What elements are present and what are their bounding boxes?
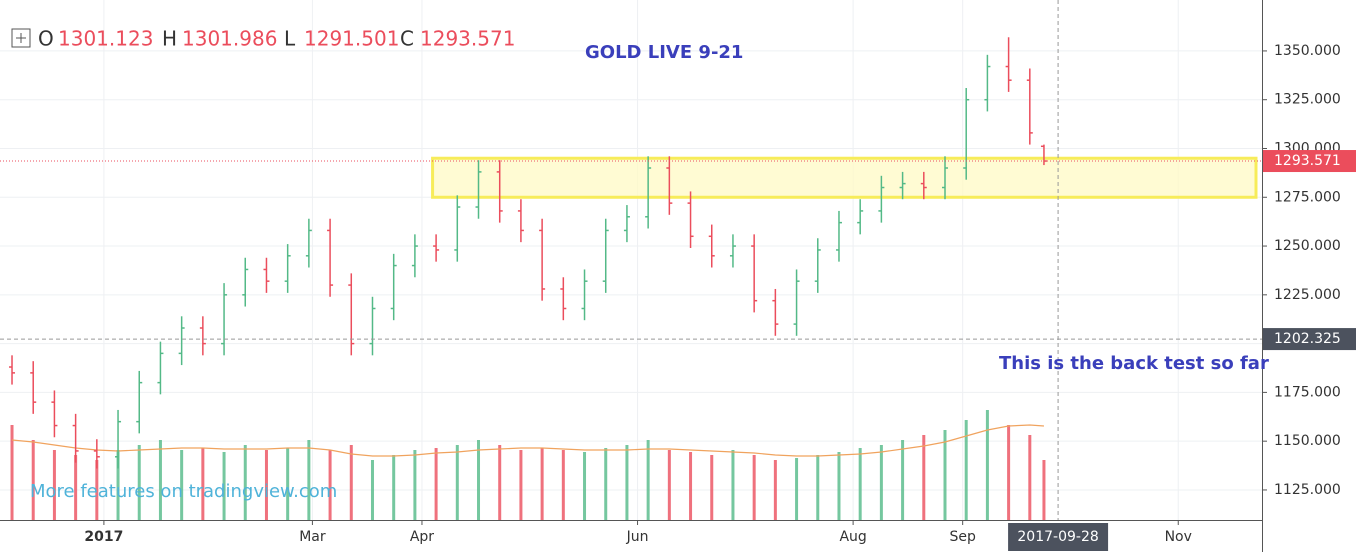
x-tick-label: Mar [299, 529, 326, 545]
x-tick-label: Nov [1165, 529, 1192, 545]
y-tick-label: 1150.000 [1274, 433, 1341, 449]
volume-bar [455, 445, 459, 520]
volume-bar [201, 448, 205, 520]
highlight-zone [431, 156, 1258, 199]
volume-bar [604, 448, 608, 520]
volume-bar [943, 430, 947, 520]
volume-bar [307, 440, 311, 520]
volume-bar [625, 445, 629, 520]
volume-bar [879, 445, 883, 520]
volume-bar [95, 460, 99, 520]
volume-bar [964, 420, 968, 520]
volume-bar [1028, 435, 1032, 520]
volume-bar [477, 440, 481, 520]
chart-title: GOLD LIVE 9-21 [585, 42, 743, 63]
crosshair-y-label: 1202.325 [1274, 331, 1341, 347]
volume-bar [349, 445, 353, 520]
volume-bar [158, 440, 162, 520]
ohlc-legend-key: L [284, 27, 296, 51]
volume-bar [540, 448, 544, 520]
annotation: This is the back test so far [999, 353, 1269, 374]
ohlc-legend-value: 1293.571 [420, 27, 515, 51]
volume-bar [286, 448, 290, 520]
volume-bar [180, 450, 184, 520]
last-price-box [1263, 150, 1356, 173]
volume-bar [1042, 460, 1046, 520]
volume-bar [752, 455, 756, 520]
crosshair-y-box [1263, 328, 1356, 351]
ohlc-legend-key: H [162, 27, 177, 51]
volume-bar [31, 440, 35, 520]
crosshair-x-box [1008, 523, 1109, 551]
ohlc-legend-key: O [38, 27, 54, 51]
y-tick-label: 1325.000 [1274, 92, 1341, 108]
crosshair-x-label: 2017-09-28 [1017, 529, 1098, 545]
legend-toggle[interactable] [11, 28, 31, 48]
y-tick-label: 1225.000 [1274, 287, 1341, 303]
volume-bar [731, 450, 735, 520]
volume-bar [370, 460, 374, 520]
volume-bar [646, 440, 650, 520]
volume-bar [901, 440, 905, 520]
ohlc-legend-value: 1291.501 [304, 27, 399, 51]
volume-bar [689, 452, 693, 520]
volume-bar [837, 452, 841, 520]
volume-bar [985, 410, 989, 520]
volume-bar [773, 460, 777, 520]
x-tick-label: Apr [410, 529, 434, 545]
y-tick-label: 1250.000 [1274, 238, 1341, 254]
volume-bar [667, 450, 671, 520]
x-tick-label: Sep [949, 529, 976, 545]
volume-bar [243, 445, 247, 520]
volume-bar [74, 455, 78, 520]
volume-bar [1007, 425, 1011, 520]
volume-bar [413, 450, 417, 520]
volume-bar [392, 455, 396, 520]
x-tick-label: Jun [626, 529, 649, 545]
volume-bar [519, 450, 523, 520]
volume-bar [434, 448, 438, 520]
volume-bar [10, 425, 14, 520]
x-tick-label: Aug [839, 529, 866, 545]
volume-bar [222, 452, 226, 520]
y-tick-label: 1275.000 [1274, 189, 1341, 205]
x-tick-label: 2017 [84, 529, 123, 545]
volume-bar [922, 435, 926, 520]
volume-bar [795, 458, 799, 520]
volume-bar [116, 450, 120, 520]
ohlc-legend-value: 1301.123 [58, 27, 153, 51]
volume-bar [52, 450, 56, 520]
volume-bar [583, 452, 587, 520]
volume-bar [561, 450, 565, 520]
volume-ma-line [11, 424, 1044, 457]
last-price-label: 1293.571 [1274, 153, 1341, 169]
volume-bar [498, 445, 502, 520]
volume-bar [858, 448, 862, 520]
ohlc-legend-value: 1301.986 [182, 27, 277, 51]
y-tick-label: 1125.000 [1274, 482, 1341, 498]
volume-bar [710, 455, 714, 520]
y-tick-label: 1350.000 [1274, 43, 1341, 59]
volume-bar [137, 445, 141, 520]
volume-bar [264, 450, 268, 520]
ohlc-legend-key: C [400, 27, 414, 51]
volume-bar [328, 450, 332, 520]
watermark: More features on tradingview.com [30, 481, 337, 502]
volume-bar [816, 455, 820, 520]
y-tick-label: 1175.000 [1274, 384, 1341, 400]
